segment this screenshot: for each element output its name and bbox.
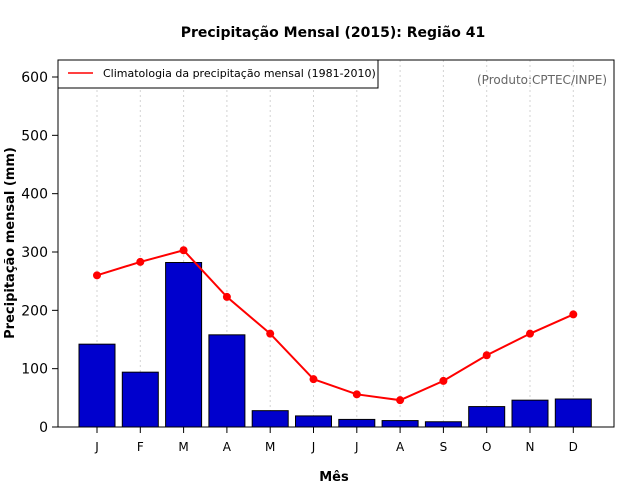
line-point: [136, 257, 145, 266]
bar: [468, 406, 506, 428]
line-point: [352, 390, 361, 399]
bar: [511, 399, 549, 428]
y-axis-title: Precipitação mensal (mm): [3, 147, 18, 339]
x-tick-label: M: [265, 440, 275, 454]
bar: [121, 371, 159, 428]
legend-box: [57, 59, 379, 89]
x-tick-label: J: [94, 440, 99, 454]
bar: [295, 415, 332, 428]
chart-title: Precipitação Mensal (2015): Região 41: [181, 25, 486, 41]
line-point: [526, 329, 534, 338]
bar: [338, 418, 376, 428]
x-tick-label: J: [354, 440, 359, 454]
bar: [554, 398, 592, 428]
x-tick-label: F: [137, 440, 144, 454]
line-point: [179, 246, 188, 255]
y-tick-label: 200: [21, 303, 48, 319]
line-point: [569, 310, 578, 319]
y-axis: 0 100 200 300 400 500 600: [21, 70, 58, 436]
bar: [78, 343, 116, 428]
line-point: [93, 271, 101, 280]
line-series: [93, 246, 578, 405]
x-tick-label: S: [440, 440, 448, 454]
x-tick-label: N: [526, 440, 535, 454]
bar: [251, 410, 289, 428]
line-point: [222, 292, 231, 301]
x-tick-label: D: [569, 440, 578, 454]
bar: [424, 421, 462, 428]
line-point: [266, 329, 275, 338]
legend-label: Climatologia da precipitação mensal (198…: [103, 67, 376, 80]
credit-annotation: (Produto:CPTEC/INPE): [477, 73, 607, 87]
x-tick-label: J: [311, 440, 316, 454]
y-tick-label: 300: [21, 245, 48, 261]
x-axis-title: Mês: [319, 470, 349, 485]
y-tick-label: 0: [39, 420, 48, 436]
bar: [381, 420, 419, 428]
line-point: [396, 396, 405, 405]
line-point: [309, 375, 318, 384]
x-tick-label: M: [178, 440, 188, 454]
legend: Climatologia da precipitação mensal (198…: [57, 59, 379, 89]
climatology-line: [96, 249, 574, 402]
x-tick-label: A: [223, 440, 232, 454]
bar: [165, 262, 203, 428]
x-tick-label: A: [396, 440, 405, 454]
y-tick-label: 600: [21, 70, 48, 86]
y-tick-label: 500: [21, 128, 48, 144]
line-point: [482, 351, 491, 360]
bar-series: [78, 262, 592, 428]
y-tick-label: 400: [21, 187, 48, 203]
line-point: [439, 376, 448, 385]
y-tick-label: 100: [21, 362, 48, 378]
x-tick-label: O: [482, 440, 491, 454]
bar: [208, 334, 246, 428]
